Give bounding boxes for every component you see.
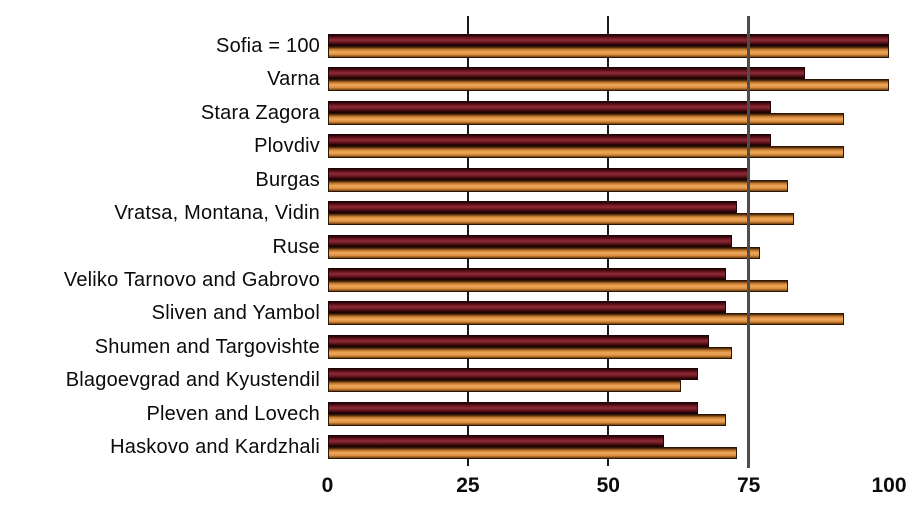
category-label: Shumen and Targovishte [94, 335, 320, 358]
bar-orange [327, 246, 760, 259]
bar-orange [327, 79, 889, 92]
x-tick-label: 25 [456, 474, 480, 497]
category-label: Sofia = 100 [216, 35, 320, 57]
bar-dark-red [327, 100, 772, 113]
category-label: Stara Zagora [200, 101, 320, 124]
bar-orange [327, 112, 845, 125]
category-label: Burgas [255, 168, 320, 191]
bar-orange [327, 46, 889, 58]
bar-orange [327, 146, 845, 159]
category-label: Blagoevgrad and Kyustendil [65, 369, 320, 392]
bar-dark-red [327, 401, 699, 414]
category-label: Plovdiv [254, 135, 320, 158]
bar-dark-red [327, 234, 732, 247]
bar-orange [327, 213, 794, 226]
x-tick-label: 50 [596, 474, 620, 497]
bar-orange [327, 179, 788, 192]
bar-dark-red [327, 301, 727, 314]
bar-orange [327, 380, 682, 393]
bar-dark-red [327, 201, 738, 214]
category-label: Pleven and Lovech [146, 402, 320, 425]
bar-orange [327, 313, 845, 326]
bar-dark-red [327, 67, 805, 80]
category-label: Ruse [272, 235, 320, 258]
bar-orange [327, 279, 788, 292]
reference-line-75 [747, 16, 751, 468]
category-label: Haskovo and Kardzhali [110, 436, 320, 459]
bar-dark-red [327, 435, 665, 448]
bar-dark-red [327, 368, 699, 381]
bar-dark-red [327, 34, 889, 46]
bar-dark-red [327, 167, 749, 180]
x-tick-label: 100 [871, 474, 907, 497]
category-label: Vratsa, Montana, Vidin [114, 202, 320, 225]
bar-dark-red [327, 334, 710, 347]
bar-orange [327, 447, 738, 460]
bar-orange [327, 413, 727, 426]
category-label: Veliko Tarnovo and Gabrovo [63, 268, 320, 291]
category-label: Varna [267, 68, 320, 91]
category-label: Sliven and Yambol [151, 302, 320, 325]
bar-orange [327, 346, 732, 359]
bar-dark-red [327, 134, 772, 147]
bar-dark-red [327, 267, 727, 280]
x-tick-label: 0 [321, 474, 334, 497]
x-tick-label: 75 [736, 474, 761, 497]
